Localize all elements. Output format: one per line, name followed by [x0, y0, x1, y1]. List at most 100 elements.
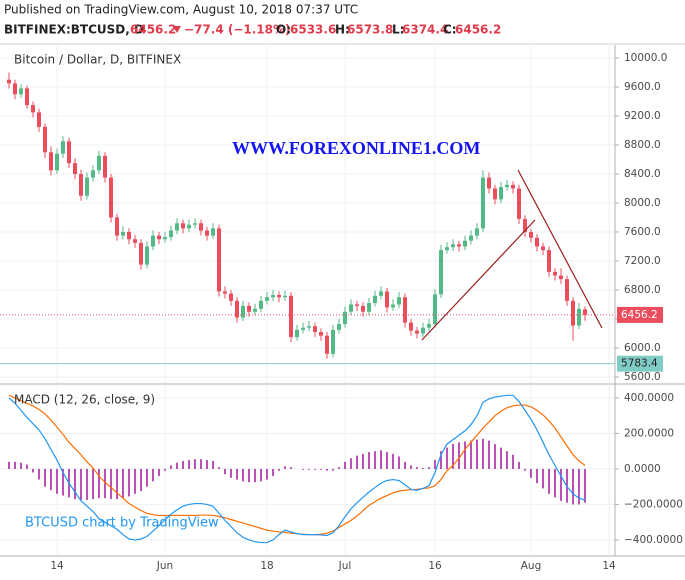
close-label: C:: [443, 23, 457, 37]
candle-body: [19, 88, 23, 95]
candle-body: [265, 297, 269, 301]
candle-body: [325, 335, 329, 354]
candle-body: [193, 223, 197, 225]
candle-body: [259, 300, 263, 309]
candle-body: [541, 246, 545, 251]
candle-body: [547, 250, 551, 272]
candle-body: [463, 240, 467, 247]
candle-body: [415, 330, 419, 334]
low-value: 6374.4: [402, 23, 448, 37]
change: −77.4 (−1.18%): [184, 23, 291, 37]
trend-line: [421, 219, 536, 341]
y-tick-label: 5600.0: [624, 371, 661, 383]
candle-body: [433, 294, 437, 325]
high-label: H:: [335, 23, 350, 37]
marks: [0, 72, 615, 544]
high-value: 6573.8: [347, 23, 393, 37]
candle-body: [55, 153, 59, 171]
candle-body: [43, 126, 47, 153]
candle-body: [7, 79, 11, 84]
candle-body: [133, 239, 137, 243]
y-tick-label: −200.0000: [624, 498, 683, 510]
candle-body: [169, 230, 173, 238]
candle-body: [427, 324, 431, 328]
candle-body: [535, 237, 539, 247]
candle-body: [61, 141, 65, 154]
y-tick-label: 8400.0: [624, 168, 661, 180]
symbol: BITFINEX:BTCUSD, D: [4, 23, 144, 37]
candle-body: [367, 303, 371, 312]
y-tick-label: 10000.0: [624, 52, 667, 64]
candle-body: [523, 218, 527, 232]
candle-body: [151, 235, 155, 247]
candle-body: [139, 242, 143, 265]
candle-body: [475, 228, 479, 236]
y-tick-label: 0.0000: [624, 463, 661, 475]
candle-body: [409, 322, 413, 331]
candle-body: [157, 235, 161, 240]
price-line-label: 5783.4: [621, 358, 658, 370]
last-price: 6456.2: [130, 23, 176, 37]
x-tick-label: Jul: [338, 560, 352, 572]
candle-body: [331, 329, 335, 354]
candle-body: [439, 250, 443, 295]
candle-body: [445, 247, 449, 251]
candle-body: [577, 308, 581, 326]
last-price-box: [617, 306, 663, 323]
candle-body: [529, 231, 533, 238]
x-tick-label: 18: [260, 560, 273, 572]
chart-title: Bitcoin / Dollar, D, BITFINEX: [14, 53, 181, 67]
candle-body: [175, 223, 179, 231]
candle-body: [337, 324, 341, 330]
y-tick-label: 8000.0: [624, 197, 661, 209]
candle-body: [421, 327, 425, 334]
candle-body: [319, 332, 323, 336]
candle-body: [379, 291, 383, 296]
y-tick-label: 6000.0: [624, 342, 661, 354]
watermark: WWW.FOREXONLINE1.COM: [232, 138, 480, 158]
candle-body: [355, 304, 359, 306]
credit: BTCUSD chart by TradingView: [25, 516, 219, 531]
candle-body: [583, 309, 587, 315]
candle-body: [67, 141, 71, 164]
candle-body: [13, 83, 17, 95]
candle-body: [37, 112, 41, 127]
candle-body: [481, 177, 485, 229]
candle-body: [397, 297, 401, 305]
candle-body: [349, 304, 353, 312]
candle-body: [253, 308, 257, 312]
candle-body: [73, 163, 77, 174]
candle-body: [103, 155, 107, 178]
candle-body: [307, 326, 311, 328]
x-tick-label: 16: [428, 560, 442, 572]
candle-body: [145, 246, 149, 265]
close-value: 6456.2: [455, 23, 501, 37]
candle-body: [403, 297, 407, 323]
low-label: L:: [392, 23, 404, 37]
candle-body: [361, 305, 365, 312]
candle-body: [499, 187, 503, 200]
macd-title: MACD (12, 26, close, 9): [14, 393, 155, 407]
candle-body: [391, 304, 395, 308]
candle-body: [223, 291, 227, 294]
candle-body: [187, 224, 191, 229]
candle-body: [271, 295, 275, 298]
candle-body: [49, 152, 53, 171]
published-note: Published on TradingView.com, August 10,…: [4, 3, 358, 17]
candle-body: [241, 305, 245, 318]
price-line-box: [617, 355, 663, 372]
candle-body: [283, 295, 287, 298]
macd-line: [8, 394, 586, 544]
candle-body: [469, 235, 473, 241]
candle-body: [25, 88, 29, 106]
y-tick-label: 7600.0: [624, 226, 661, 238]
x-tick-label: Jun: [156, 560, 173, 572]
y-tick-label: 8800.0: [624, 139, 661, 151]
candle-body: [343, 311, 347, 325]
candle-body: [31, 105, 35, 113]
y-tick-label: 9600.0: [624, 81, 661, 93]
candle-body: [277, 295, 281, 298]
candle-body: [85, 177, 89, 196]
candle-body: [493, 188, 497, 200]
x-tick-label: Aug: [521, 560, 542, 572]
